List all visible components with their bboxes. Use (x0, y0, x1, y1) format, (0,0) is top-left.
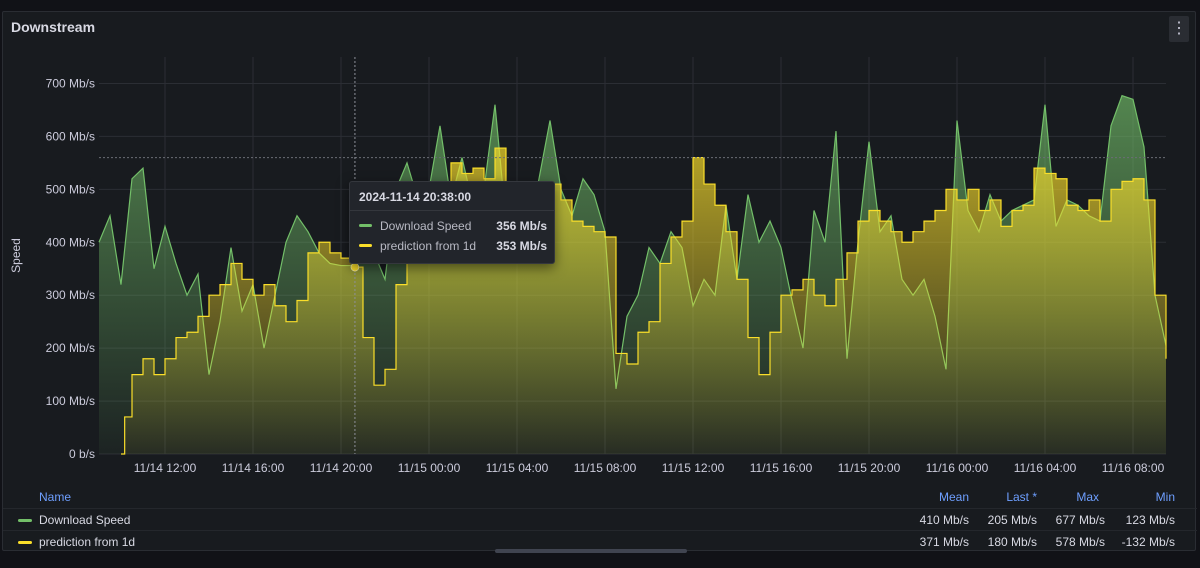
y-tick-label: 0 b/s (69, 447, 95, 461)
prediction-line (121, 147, 1167, 455)
x-tick-label: 11/15 20:00 (838, 461, 901, 475)
downstream-panel: Downstream ⋮ 0 b/s 100 Mb/s 200 Mb/s 300 Mb… (2, 11, 1197, 553)
hover-point (350, 262, 360, 272)
legend-mean: 410 Mb/s (919, 513, 969, 527)
legend-header-name[interactable]: Name (39, 490, 72, 504)
y-tick-label: 400 Mb/s (46, 235, 95, 249)
legend-series-name[interactable]: Download Speed (39, 513, 131, 527)
x-tick-label: 11/15 12:00 (662, 461, 725, 475)
y-tick-label: 700 Mb/s (46, 76, 95, 90)
tooltip-series-value: 353 Mb/s (496, 239, 547, 253)
x-tick-label: 11/16 00:00 (926, 461, 989, 475)
y-tick-label: 600 Mb/s (46, 129, 95, 143)
y-tick-label: 500 Mb/s (46, 182, 95, 196)
legend-header-mean[interactable]: Mean (938, 490, 969, 504)
download-swatch-icon (359, 224, 372, 227)
legend-max: 578 Mb/s (1055, 535, 1105, 549)
download-line (98, 94, 1167, 389)
x-tick-label: 11/15 08:00 (574, 461, 637, 475)
legend-min: -132 Mb/s (1121, 535, 1175, 549)
x-tick-label: 11/15 00:00 (398, 461, 461, 475)
tooltip-series-name: Download Speed (380, 219, 472, 233)
prediction-swatch-icon (18, 541, 32, 544)
y-tick-label: 100 Mb/s (46, 394, 95, 408)
tooltip-divider (350, 210, 554, 211)
legend-series-name[interactable]: prediction from 1d (39, 535, 136, 549)
tooltip-row-prediction: prediction from 1d 353 Mb/s (359, 238, 547, 254)
timeseries-chart[interactable]: 0 b/s 100 Mb/s 200 Mb/s 300 Mb/s 400 Mb/s 500… (3, 12, 1197, 486)
legend-header-max[interactable]: Max (1076, 490, 1099, 504)
download-swatch-icon (18, 519, 32, 522)
tooltip-row-download: Download Speed 356 Mb/s (359, 218, 547, 234)
prediction-area (121, 148, 1166, 454)
prediction-swatch-icon (359, 244, 372, 247)
legend-header-min[interactable]: Min (1155, 490, 1175, 504)
horizontal-scrollbar[interactable] (495, 549, 687, 553)
legend-header-row: Name Mean Last * Max Min (3, 486, 1197, 508)
legend-last: 205 Mb/s (987, 513, 1037, 527)
x-tick-label: 11/16 04:00 (1014, 461, 1077, 475)
tooltip-time: 2024-11-14 20:38:00 (359, 190, 472, 204)
x-tick-label: 11/16 08:00 (1102, 461, 1165, 475)
y-tick-label: 200 Mb/s (46, 341, 95, 355)
legend-mean: 371 Mb/s (919, 535, 969, 549)
x-tick-label: 11/15 16:00 (750, 461, 813, 475)
panel-menu-icon[interactable]: ⋮ (1169, 16, 1189, 42)
legend-header-last[interactable]: Last * (1006, 490, 1037, 504)
x-tick-label: 11/15 04:00 (486, 461, 549, 475)
x-tick-label: 11/14 16:00 (222, 461, 285, 475)
legend-max: 677 Mb/s (1055, 513, 1105, 527)
hover-tooltip: 2024-11-14 20:38:00 Download Speed 356 M… (349, 181, 555, 264)
legend-row-download[interactable]: Download Speed 410 Mb/s 205 Mb/s 677 Mb/… (3, 508, 1197, 530)
tooltip-series-name: prediction from 1d (380, 239, 477, 253)
legend-last: 180 Mb/s (987, 535, 1037, 549)
legend-row-prediction[interactable]: prediction from 1d 371 Mb/s 180 Mb/s 578… (3, 530, 1197, 552)
x-tick-label: 11/14 20:00 (310, 461, 373, 475)
y-axis-label: Speed (9, 238, 23, 273)
panel-title: Downstream (11, 19, 96, 35)
y-tick-label: 300 Mb/s (46, 288, 95, 302)
tooltip-series-value: 356 Mb/s (496, 219, 547, 233)
x-tick-label: 11/14 12:00 (134, 461, 197, 475)
legend-min: 123 Mb/s (1125, 513, 1175, 527)
